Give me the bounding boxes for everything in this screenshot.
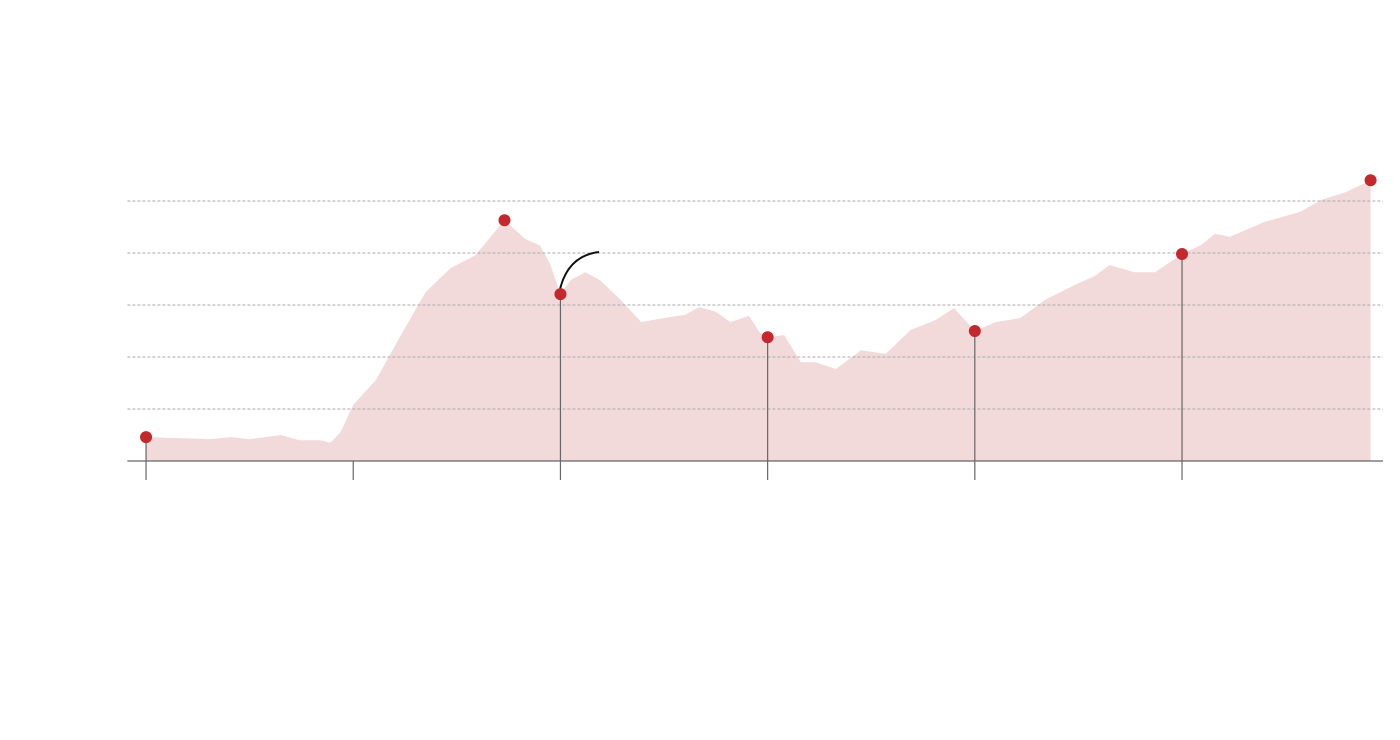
point: [761, 331, 774, 344]
point: [1364, 174, 1377, 187]
point: [140, 431, 153, 444]
point: [498, 214, 511, 227]
area: [146, 180, 1371, 461]
point: [968, 325, 981, 337]
point: [554, 288, 567, 301]
point: [1176, 248, 1189, 261]
annotation-arrow: [558, 251, 600, 295]
